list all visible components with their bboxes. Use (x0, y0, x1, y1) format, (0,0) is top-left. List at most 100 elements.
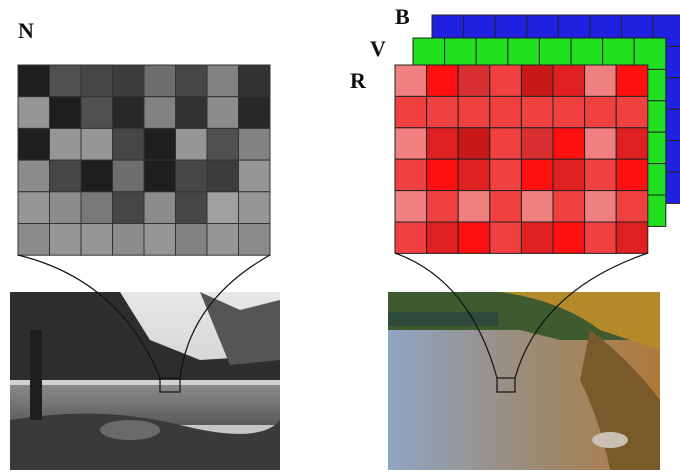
gray-cell (144, 97, 176, 129)
red-cell (490, 159, 522, 190)
red-cell (427, 128, 459, 159)
red-cell (521, 96, 553, 127)
gray-cell (50, 224, 82, 256)
red-cell (427, 191, 459, 222)
gray-cell (113, 192, 145, 224)
red-cell (553, 222, 585, 253)
red-cell (553, 159, 585, 190)
red-cell (458, 222, 490, 253)
red-cell (427, 159, 459, 190)
gray-cell (50, 192, 82, 224)
red-cell (490, 128, 522, 159)
red-cell (490, 65, 522, 96)
gray-cell (207, 128, 239, 160)
red-cell (585, 65, 617, 96)
gray-cell (113, 128, 145, 160)
gray-cell (239, 65, 271, 97)
red-cell (395, 128, 427, 159)
gray-cell (81, 97, 113, 129)
gray-cell (144, 128, 176, 160)
diagram: N B V R (0, 0, 680, 473)
red-cell (395, 222, 427, 253)
red-cell (427, 96, 459, 127)
gray-cell (176, 224, 208, 256)
red-cell (395, 159, 427, 190)
red-cell (521, 191, 553, 222)
gray-cell (18, 160, 50, 192)
red-cell (395, 191, 427, 222)
gray-cell (207, 97, 239, 129)
gray-cell (207, 65, 239, 97)
gray-cell (113, 65, 145, 97)
red-cell (521, 222, 553, 253)
blue-label: B (395, 4, 410, 29)
gray-cell (50, 65, 82, 97)
red-cell (395, 65, 427, 96)
gray-cell (176, 65, 208, 97)
gray-cell (239, 128, 271, 160)
red-cell (521, 159, 553, 190)
red-cell (553, 96, 585, 127)
gray-cell (18, 65, 50, 97)
gray-cell (50, 128, 82, 160)
gray-label: N (18, 18, 34, 43)
gray-cell (81, 224, 113, 256)
gray-cell (144, 160, 176, 192)
red-cell (458, 191, 490, 222)
red-cell (585, 222, 617, 253)
gray-cell (113, 160, 145, 192)
red-cell (521, 128, 553, 159)
gray-pixel-grid (18, 65, 270, 255)
gray-cell (144, 192, 176, 224)
red-cell (616, 159, 648, 190)
red-cell (616, 191, 648, 222)
gray-cell (176, 192, 208, 224)
red-cell (458, 128, 490, 159)
gray-cell (50, 97, 82, 129)
red-cell (616, 222, 648, 253)
red-cell (585, 191, 617, 222)
gray-cell (144, 224, 176, 256)
red-cell (553, 191, 585, 222)
gray-cell (239, 192, 271, 224)
red-cell (616, 96, 648, 127)
red-cell (585, 96, 617, 127)
gray-cell (207, 192, 239, 224)
gray-cell (176, 128, 208, 160)
red-cell (458, 159, 490, 190)
gray-cell (207, 160, 239, 192)
gray-cell (176, 97, 208, 129)
red-cell (490, 96, 522, 127)
red-cell (458, 96, 490, 127)
gray-cell (18, 128, 50, 160)
red-cell (395, 96, 427, 127)
rgb-pixel-grids (395, 15, 680, 253)
gray-cell (239, 160, 271, 192)
gray-cell (207, 224, 239, 256)
red-label: R (350, 68, 367, 93)
red-cell (585, 159, 617, 190)
gray-cell (81, 65, 113, 97)
red-cell (427, 222, 459, 253)
gray-cell (18, 192, 50, 224)
gray-cell (50, 160, 82, 192)
red-cell (553, 128, 585, 159)
gray-cell (239, 97, 271, 129)
gray-cell (18, 97, 50, 129)
gray-cell (113, 224, 145, 256)
red-cell (585, 128, 617, 159)
green-label: V (370, 36, 386, 61)
red-cell (616, 128, 648, 159)
gray-cell (18, 224, 50, 256)
color-photo (388, 292, 660, 470)
gray-photo (10, 292, 280, 470)
red-cell (553, 65, 585, 96)
gray-cell (81, 192, 113, 224)
red-cell (490, 222, 522, 253)
red-cell (490, 191, 522, 222)
gray-cell (81, 160, 113, 192)
gray-cell (81, 128, 113, 160)
gray-cell (113, 97, 145, 129)
gray-cell (239, 224, 271, 256)
red-cell (616, 65, 648, 96)
